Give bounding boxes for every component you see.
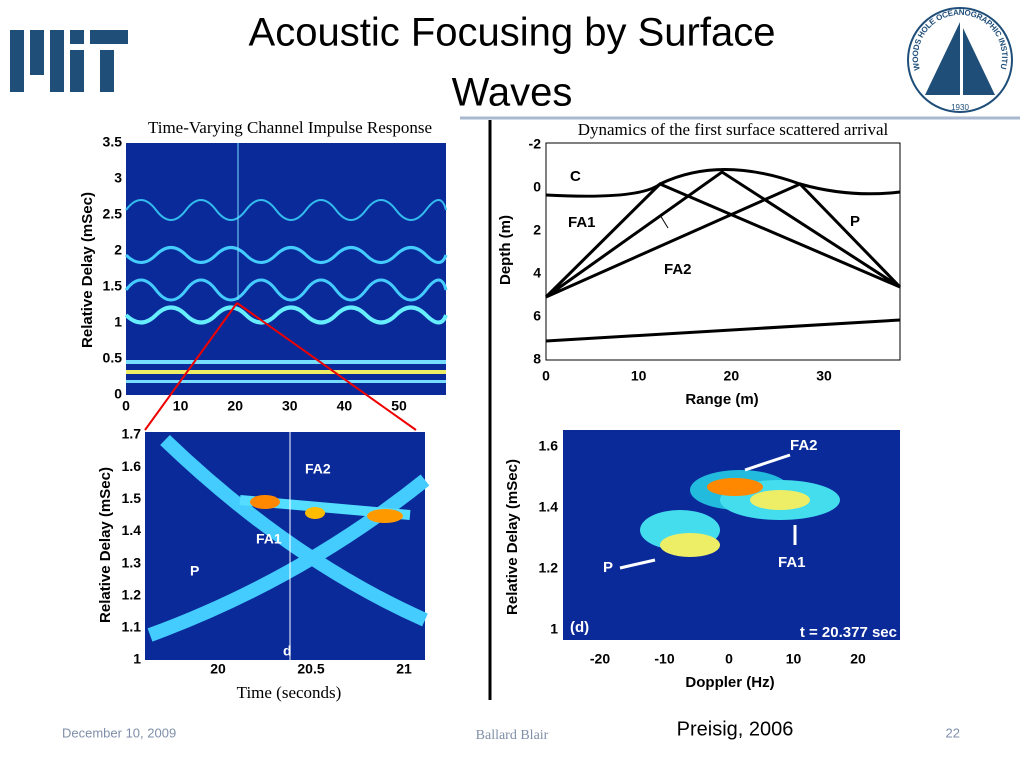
y-tick-label: 0.5 <box>103 350 123 366</box>
mit-logo <box>10 30 128 92</box>
y-tick-label: 1.5 <box>122 490 142 506</box>
x-tick-label: 20.5 <box>297 661 324 677</box>
annotation: P <box>603 559 613 576</box>
title: Acoustic Focusing by Surface <box>249 11 776 55</box>
x-tick-label: 30 <box>282 398 298 414</box>
x-tick-label: 20 <box>850 651 866 667</box>
y-axis-label: Relative Delay (mSec) <box>97 467 114 623</box>
annotation: FA1 <box>256 531 282 547</box>
heatmap: FA2 FA1 P (d) t = 20.377 sec <box>563 430 900 641</box>
y-axis-label: Relative Delay (mSec) <box>504 459 521 615</box>
citation: Preisig, 2006 <box>677 718 794 740</box>
caption: Time (seconds) <box>237 683 342 702</box>
annotation: P <box>190 563 199 579</box>
x-tick-label: 10 <box>786 651 802 667</box>
y-tick-label: 4 <box>533 265 541 281</box>
y-tick-label: 1.4 <box>122 522 142 538</box>
x-tick-label: 20 <box>724 368 740 384</box>
y-tick-label: 1 <box>114 314 122 330</box>
y-tick-label: 1.3 <box>122 554 142 570</box>
annotation: (d) <box>570 619 589 636</box>
title: Waves <box>452 71 573 115</box>
caption: Dynamics of the first surface scattered … <box>578 120 889 139</box>
footer-author: Ballard Blair <box>476 728 549 743</box>
x-tick-label: 20 <box>210 661 226 677</box>
x-tick-label: 40 <box>337 398 353 414</box>
annotation: d <box>283 643 292 659</box>
x-tick-label: 0 <box>725 651 733 667</box>
heatmap <box>124 143 448 395</box>
x-axis-label: Doppler (Hz) <box>685 674 774 691</box>
x-axis-label: Range (m) <box>685 391 758 408</box>
y-tick-label: -2 <box>529 136 542 152</box>
x-tick-label: 10 <box>631 368 647 384</box>
zoom-line <box>144 302 238 431</box>
y-axis-label: Relative Delay (mSec) <box>79 192 96 348</box>
annotation: FA1 <box>568 214 596 231</box>
footer-date: December 10, 2009 <box>62 725 176 740</box>
x-tick-label: 0 <box>122 398 130 414</box>
y-tick-label: 1.4 <box>539 499 559 515</box>
heatmap: FA2 FA1 P d <box>145 432 430 660</box>
page-number: 22 <box>946 725 960 740</box>
y-axis-label: Depth (m) <box>497 215 514 285</box>
y-tick-label: 1 <box>133 651 141 667</box>
y-tick-label: 0 <box>533 179 541 195</box>
y-tick-label: 3.5 <box>103 134 123 150</box>
y-tick-label: 1 <box>550 621 558 637</box>
whoi-year: 1930 <box>951 103 969 112</box>
y-tick-label: 1.7 <box>122 426 142 442</box>
zoom-line <box>236 302 417 431</box>
x-tick-label: 21 <box>396 661 412 677</box>
annotation: FA2 <box>790 437 818 454</box>
x-tick-label: -20 <box>590 651 610 667</box>
y-tick-label: 6 <box>533 308 541 324</box>
y-tick-label: 1.2 <box>122 586 142 602</box>
x-tick-label: 50 <box>391 398 407 414</box>
x-tick-label: 0 <box>542 368 550 384</box>
y-tick-label: 2.5 <box>103 206 123 222</box>
annotation: C <box>570 168 581 185</box>
caption: Time-Varying Channel Impulse Response <box>148 118 432 137</box>
x-tick-label: -10 <box>654 651 674 667</box>
annotation: FA2 <box>305 461 331 477</box>
y-tick-label: 1.5 <box>103 278 123 294</box>
y-tick-label: 2 <box>114 242 122 258</box>
annotation: FA1 <box>778 554 806 571</box>
y-tick-label: 0 <box>114 386 122 402</box>
y-tick-label: 2 <box>533 222 541 238</box>
y-tick-label: 1.6 <box>122 458 142 474</box>
y-tick-label: 1.6 <box>539 438 559 454</box>
x-tick-label: 30 <box>816 368 832 384</box>
y-tick-label: 1.1 <box>122 619 142 635</box>
annotation: FA2 <box>664 261 692 278</box>
annotation: t = 20.377 sec <box>800 624 897 641</box>
y-tick-label: 1.2 <box>539 560 559 576</box>
annotation: P <box>850 213 860 230</box>
y-tick-label: 3 <box>114 170 122 186</box>
x-tick-label: 10 <box>173 398 189 414</box>
ray-diagram <box>544 142 902 361</box>
y-tick-label: 8 <box>533 351 541 367</box>
tick-labels: 3.532.521.510.500 10 20 30 40 501.71.61.51.41… <box>103 134 866 677</box>
x-tick-label: 20 <box>227 398 243 414</box>
